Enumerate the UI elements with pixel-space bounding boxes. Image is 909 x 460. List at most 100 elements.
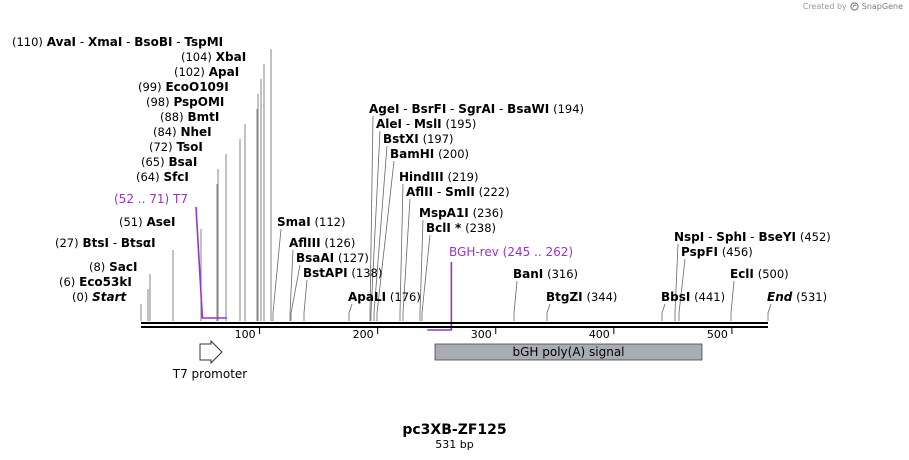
primer-arrow-t7 (195, 206, 227, 319)
site-position: (27) (55, 236, 79, 250)
enzyme-name: AflII (406, 185, 433, 199)
enzyme-name: BanI (513, 267, 543, 281)
site-label-s110: (110) AvaI - XmaI - BsoBI - TspMI (12, 35, 223, 49)
site-position: (99) (138, 80, 162, 94)
label-separator: - (109, 236, 121, 250)
enzyme-name: NspI (674, 230, 704, 244)
enzyme-name: BsrFI (411, 102, 446, 116)
enzyme-name: PspOMI (173, 95, 224, 109)
site-position: (51) (119, 215, 143, 229)
site-label-s8: (8) SacI (89, 260, 137, 274)
site-label-s176: ApaLI (176) (348, 290, 421, 304)
site-position: (456) (722, 245, 753, 259)
site-position: (8) (89, 260, 105, 274)
site-label-s222: AflII - SmlI (222) (406, 185, 510, 199)
enzyme-name: ApaLI (348, 290, 386, 304)
enzyme-name: BsaAI (296, 251, 334, 265)
leader-lines (140, 49, 772, 321)
site-label-s195: AleI - MslI (195) (376, 117, 476, 131)
enzyme-name: BclI * (426, 221, 462, 235)
leader-line-s222 (402, 198, 411, 321)
leader-line-s316 (513, 280, 518, 321)
leader-line-s197 (373, 145, 388, 321)
leader-line-s238 (421, 234, 431, 321)
site-position: (65) (141, 155, 165, 169)
site-position: (441) (694, 290, 725, 304)
site-label-s51: (51) AseI (119, 215, 175, 229)
backbone-bottom-strand (141, 326, 768, 328)
enzyme-name: SmlI (445, 185, 475, 199)
enzyme-name: BsaI (168, 155, 197, 169)
site-label-s64: (64) SfcI (136, 170, 189, 184)
primer-label-t7: (52 .. 71) T7 (114, 192, 188, 206)
site-label-s112: SmaI (112) (277, 215, 345, 229)
leader-line-s344 (546, 303, 551, 321)
site-label-s27: (27) BtsI - BtsαI (55, 236, 156, 250)
site-position: (6) (59, 275, 75, 289)
site-position: (344) (586, 290, 617, 304)
site-label-s531: End (531) (767, 290, 827, 304)
enzyme-name: NheI (180, 125, 211, 139)
site-label-s219: HindIII (219) (399, 170, 478, 184)
site-position: (500) (758, 267, 789, 281)
enzyme-name: AleI (376, 117, 402, 131)
leader-line-s441 (661, 303, 666, 321)
site-position: (236) (473, 206, 504, 220)
backbone-top-strand (141, 322, 768, 324)
enzyme-name: SphI (716, 230, 746, 244)
site-position: (197) (423, 132, 454, 146)
enzyme-name: SfcI (163, 170, 188, 184)
leader-line-s236 (419, 219, 424, 321)
label-separator: - (704, 230, 716, 244)
site-position: (452) (800, 230, 831, 244)
polya-feature-box (434, 343, 703, 361)
enzyme-name: EclI (730, 267, 754, 281)
primer-arrow-bgh (427, 262, 453, 331)
site-label-s456: PspFI (456) (681, 245, 753, 259)
site-label-s102: (102) ApaI (174, 65, 239, 79)
enzyme-name: BtsI (82, 236, 109, 250)
leader-line-s176 (348, 303, 353, 321)
leader-line-s194 (369, 115, 374, 321)
enzyme-name: Start (92, 290, 127, 304)
site-label-s65: (65) BsaI (141, 155, 197, 169)
leader-line-s127 (290, 264, 301, 321)
enzyme-name: MslI (414, 117, 442, 131)
enzyme-labels: (0) Start(6) Eco53kI(8) SacI (27) BtsI - … (12, 35, 831, 304)
enzyme-name: BtgZI (546, 290, 583, 304)
leader-line-s126 (289, 249, 294, 321)
snapgene-logo-icon (850, 2, 859, 11)
site-position: (0) (72, 290, 88, 304)
ruler-label: 500 (707, 328, 728, 341)
enzyme-name: BsaWI (507, 102, 549, 116)
ruler-label: 400 (589, 328, 610, 341)
label-separator: - (399, 102, 411, 116)
enzyme-name: TspMI (184, 35, 223, 49)
site-label-s6: (6) Eco53kI (59, 275, 132, 289)
enzyme-name: SacI (109, 260, 137, 274)
enzyme-name: BsoBI (134, 35, 172, 49)
site-label-s88: (88) BmtI (160, 110, 219, 124)
enzyme-name: SmaI (277, 215, 311, 229)
label-separator: - (122, 35, 134, 49)
enzyme-name: HindIII (399, 170, 444, 184)
feature-label-t7prom: T7 promoter (172, 367, 248, 381)
feature-label-bgh: bGH poly(A) signal (512, 345, 624, 359)
primer-label-bgh: BGH-rev (245 .. 262) (449, 245, 573, 259)
site-label-s344: BtgZI (344) (546, 290, 617, 304)
site-position: (194) (553, 102, 584, 116)
enzyme-name: TsoI (176, 140, 202, 154)
snapgene-brand-text: SnapGene (861, 2, 903, 11)
site-position: (238) (465, 221, 496, 235)
enzyme-name: EcoO109I (165, 80, 228, 94)
enzyme-name: XbaI (216, 50, 246, 64)
enzyme-name: PspFI (681, 245, 718, 259)
enzyme-name: BmtI (187, 110, 219, 124)
site-position: (219) (448, 170, 479, 184)
label-separator: - (495, 102, 507, 116)
site-position: (72) (149, 140, 173, 154)
enzyme-name: BamHI (390, 147, 434, 161)
label-separator: - (746, 230, 758, 244)
label-separator: - (402, 117, 414, 131)
site-position: (110) (12, 35, 43, 49)
